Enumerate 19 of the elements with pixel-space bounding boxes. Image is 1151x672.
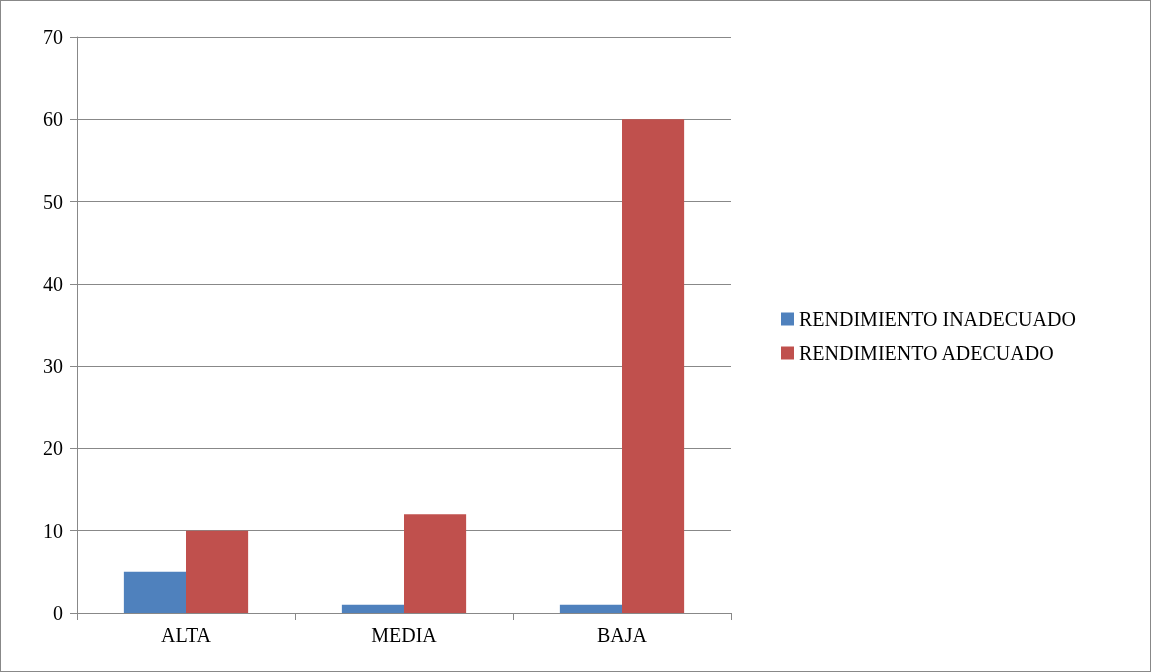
x-tick-label: ALTA [161, 624, 212, 646]
x-tick-label: BAJA [596, 624, 648, 646]
x-tick-label: MEDIA [371, 624, 438, 646]
bar [404, 514, 467, 613]
y-tick-label: 0 [53, 602, 63, 624]
y-tick-label: 20 [43, 437, 63, 460]
bar [622, 119, 685, 613]
legend-label: RENDIMIENTO INADECUADO [799, 308, 1076, 330]
y-tick-label: 40 [43, 272, 63, 295]
bar [186, 530, 249, 613]
bar [123, 571, 186, 613]
y-tick-label: 10 [43, 519, 63, 542]
y-tick-label: 50 [43, 190, 63, 213]
y-tick-label: 60 [43, 108, 63, 131]
y-tick-label: 30 [43, 355, 63, 378]
bar [559, 604, 622, 613]
y-tick-label: 70 [43, 26, 63, 48]
legend-label: RENDIMIENTO ADECUADO [799, 342, 1054, 364]
bar [341, 604, 404, 613]
